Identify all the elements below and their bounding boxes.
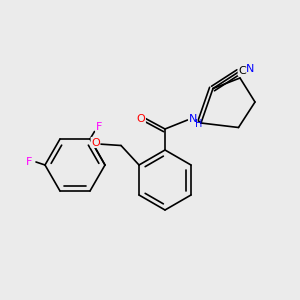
Text: H: H [195,118,203,129]
Text: C: C [238,65,246,76]
Text: O: O [91,137,100,148]
Text: N: N [246,64,254,74]
Text: F: F [26,157,32,167]
Text: F: F [96,122,102,132]
Text: N: N [189,113,197,124]
Text: O: O [136,113,146,124]
